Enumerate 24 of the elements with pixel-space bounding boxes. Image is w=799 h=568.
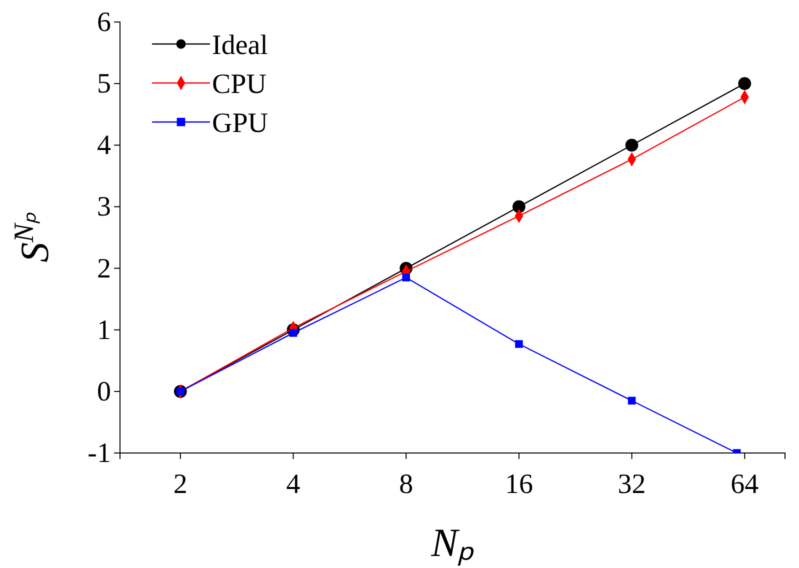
y-tick-label: 3 — [97, 192, 111, 223]
legend-label: Ideal — [212, 30, 268, 61]
y-tick-label: 4 — [97, 130, 111, 162]
point — [402, 274, 410, 282]
point — [512, 200, 526, 214]
y-tick-label: 0 — [97, 376, 111, 408]
point — [515, 340, 523, 348]
y-tick-label: -1 — [88, 438, 111, 469]
x-tick-label: 2 — [173, 468, 188, 500]
y-tick-label: 2 — [97, 253, 111, 284]
point — [625, 138, 638, 152]
x-tick-label: 4 — [286, 468, 300, 500]
y-tick-label: 5 — [97, 68, 111, 100]
x-tick-label: 16 — [504, 468, 533, 500]
legend-label: CPU — [212, 69, 266, 100]
y-tick-label: 6 — [97, 6, 111, 38]
x-axis-title: Nₚ — [430, 520, 475, 566]
x-tick-label: 32 — [618, 468, 646, 500]
legend-label: GPU — [212, 108, 268, 139]
x-tick-label: 8 — [399, 468, 414, 500]
x-tick-label: 64 — [730, 468, 759, 500]
point — [628, 396, 636, 405]
point — [738, 77, 752, 90]
y-tick-label: 1 — [97, 314, 111, 346]
